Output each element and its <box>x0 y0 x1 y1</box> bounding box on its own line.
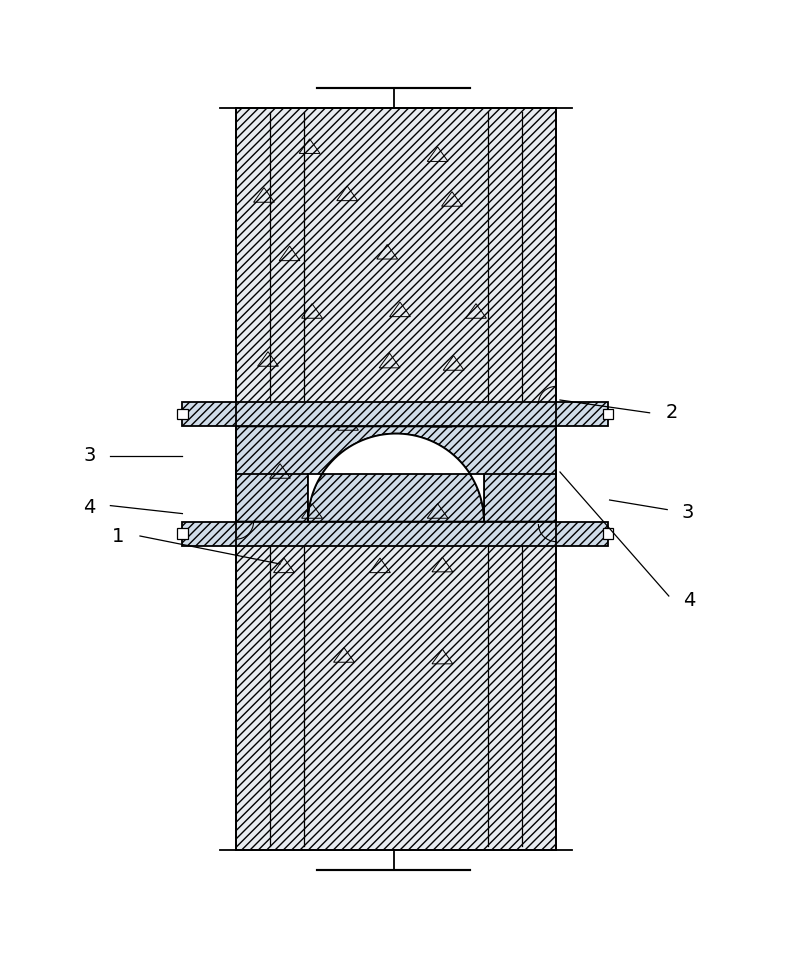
Text: 1: 1 <box>112 526 125 545</box>
Bar <box>236 108 556 404</box>
Bar <box>178 409 187 420</box>
Polygon shape <box>236 434 556 521</box>
Text: 4: 4 <box>83 497 96 516</box>
Polygon shape <box>308 434 484 521</box>
Text: 2: 2 <box>666 403 678 422</box>
Bar <box>178 528 187 539</box>
Bar <box>182 401 608 426</box>
Bar <box>603 409 614 420</box>
Text: 3: 3 <box>682 502 694 521</box>
Text: 4: 4 <box>683 590 696 610</box>
Bar <box>182 521 608 545</box>
Bar <box>236 524 556 850</box>
Text: 3: 3 <box>83 446 96 466</box>
Polygon shape <box>236 426 556 506</box>
Bar <box>603 528 614 539</box>
